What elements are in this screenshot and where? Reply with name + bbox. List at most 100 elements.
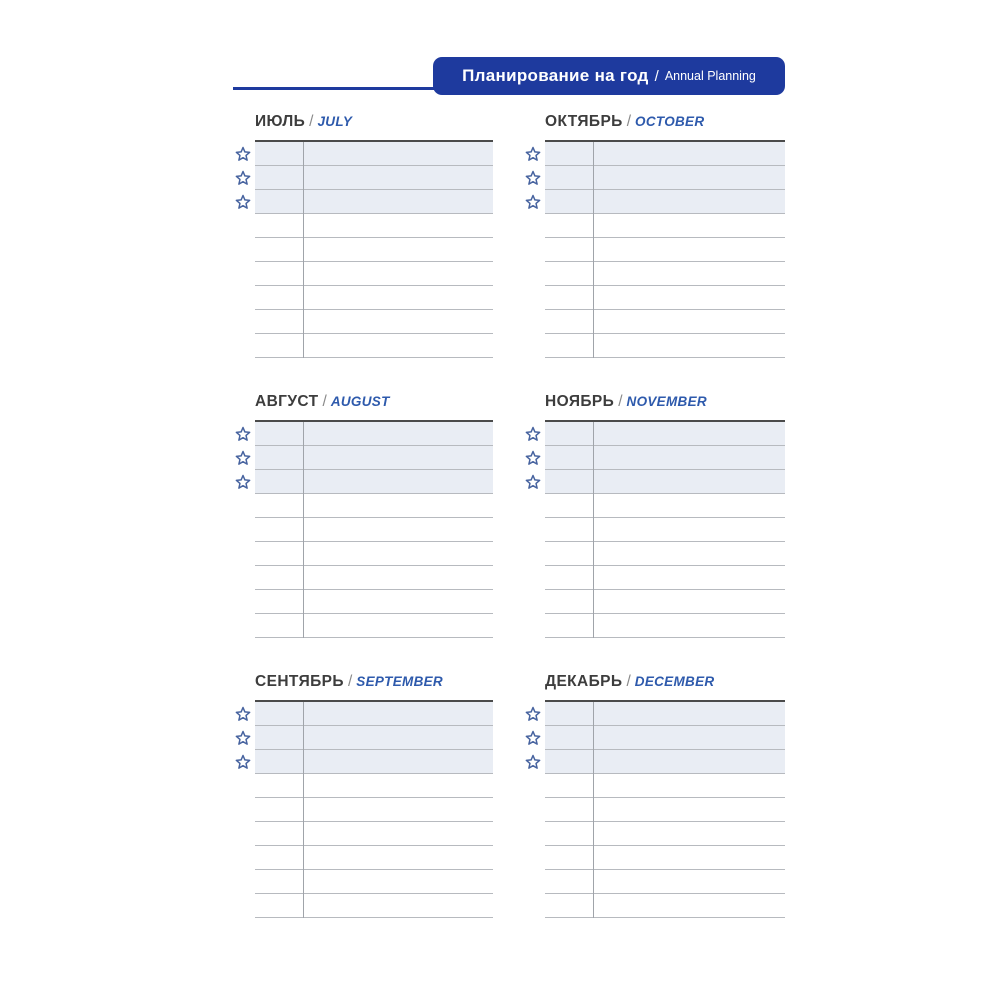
month-title: НОЯБРЬ / NOVEMBER	[545, 393, 785, 411]
planning-table	[525, 420, 785, 638]
planning-table	[235, 140, 493, 358]
month-block-august: АВГУСТ / AUGUST	[235, 393, 493, 638]
month-name-ru: ИЮЛЬ	[255, 113, 306, 130]
month-name-en: OCTOBER	[635, 114, 705, 129]
month-name-ru: АВГУСТ	[255, 393, 319, 410]
priority-row	[525, 726, 785, 750]
planning-row	[255, 870, 493, 894]
planning-row	[545, 894, 785, 918]
star-icon	[525, 754, 541, 769]
star-icon	[525, 194, 541, 209]
priority-row	[235, 446, 493, 470]
priority-row	[235, 190, 493, 214]
star-icon	[235, 146, 251, 161]
star-icon	[235, 426, 251, 441]
planning-row	[255, 894, 493, 918]
planning-row	[255, 798, 493, 822]
priority-row	[235, 726, 493, 750]
month-name-en: NOVEMBER	[626, 394, 707, 409]
planning-row	[255, 238, 493, 262]
priority-row	[235, 702, 493, 726]
planning-row	[545, 334, 785, 358]
planning-row	[545, 494, 785, 518]
planning-row	[255, 310, 493, 334]
priority-row	[525, 470, 785, 494]
priority-row	[235, 166, 493, 190]
column-divider	[593, 702, 594, 918]
planning-row	[545, 542, 785, 566]
planning-row	[545, 846, 785, 870]
star-icon	[235, 706, 251, 721]
planning-row	[545, 214, 785, 238]
planning-row	[545, 798, 785, 822]
star-icon	[525, 146, 541, 161]
planning-row	[255, 518, 493, 542]
planning-row	[255, 214, 493, 238]
page-title-ru: Планирование на год	[462, 66, 649, 85]
star-icon	[235, 450, 251, 465]
priority-row	[235, 422, 493, 446]
star-icon	[235, 474, 251, 489]
month-name-en: SEPTEMBER	[356, 674, 443, 689]
planning-row	[545, 286, 785, 310]
month-title-separator: /	[322, 393, 327, 410]
priority-row	[525, 422, 785, 446]
page-header: Планирование на год / Annual Planning	[433, 57, 785, 95]
month-title: ДЕКАБРЬ / DECEMBER	[545, 673, 785, 691]
star-icon	[525, 450, 541, 465]
planning-row	[255, 494, 493, 518]
planning-row	[545, 518, 785, 542]
priority-row	[525, 446, 785, 470]
planning-row	[255, 774, 493, 798]
planning-row	[255, 590, 493, 614]
planning-table	[235, 420, 493, 638]
column-divider	[303, 702, 304, 918]
month-name-en: DECEMBER	[634, 674, 715, 689]
planning-row	[255, 262, 493, 286]
planning-row	[255, 614, 493, 638]
column-divider	[593, 422, 594, 638]
month-title: ИЮЛЬ / JULY	[255, 113, 493, 131]
star-icon	[235, 730, 251, 745]
month-name-ru: ДЕКАБРЬ	[545, 673, 623, 690]
month-block-december: ДЕКАБРЬ / DECEMBER	[525, 673, 785, 918]
star-icon	[525, 730, 541, 745]
planning-row	[545, 590, 785, 614]
column-divider	[593, 142, 594, 358]
month-title-separator: /	[309, 113, 314, 130]
month-title-separator: /	[347, 673, 353, 690]
page-title-en: Annual Planning	[664, 69, 756, 83]
month-block-november: НОЯБРЬ / NOVEMBER	[525, 393, 785, 638]
star-icon	[235, 754, 251, 769]
star-icon	[525, 170, 541, 185]
month-title: СЕНТЯБРЬ / SEPTEMBER	[255, 673, 493, 691]
month-name-en: JULY	[317, 114, 353, 129]
month-block-october: ОКТЯБРЬ / OCTOBER	[525, 113, 785, 358]
star-icon	[235, 194, 251, 209]
star-icon	[525, 706, 541, 721]
priority-row	[235, 470, 493, 494]
month-block-september: СЕНТЯБРЬ / SEPTEMBER	[235, 673, 493, 918]
priority-row	[525, 142, 785, 166]
month-name-ru: ОКТЯБРЬ	[545, 113, 623, 130]
planning-row	[255, 566, 493, 590]
priority-row	[525, 702, 785, 726]
month-name-ru: СЕНТЯБРЬ	[255, 673, 344, 690]
month-title: ОКТЯБРЬ / OCTOBER	[545, 113, 785, 131]
star-icon	[235, 170, 251, 185]
planning-row	[255, 542, 493, 566]
planning-row	[255, 822, 493, 846]
month-title-separator: /	[626, 673, 631, 690]
header-rule	[233, 87, 445, 90]
star-icon	[525, 426, 541, 441]
planning-row	[255, 286, 493, 310]
planning-row	[545, 614, 785, 638]
column-divider	[303, 422, 304, 638]
month-name-ru: НОЯБРЬ	[545, 393, 615, 410]
planning-table	[235, 700, 493, 918]
month-title-separator: /	[618, 393, 623, 410]
planning-row	[255, 846, 493, 870]
planning-row	[545, 774, 785, 798]
column-divider	[303, 142, 304, 358]
